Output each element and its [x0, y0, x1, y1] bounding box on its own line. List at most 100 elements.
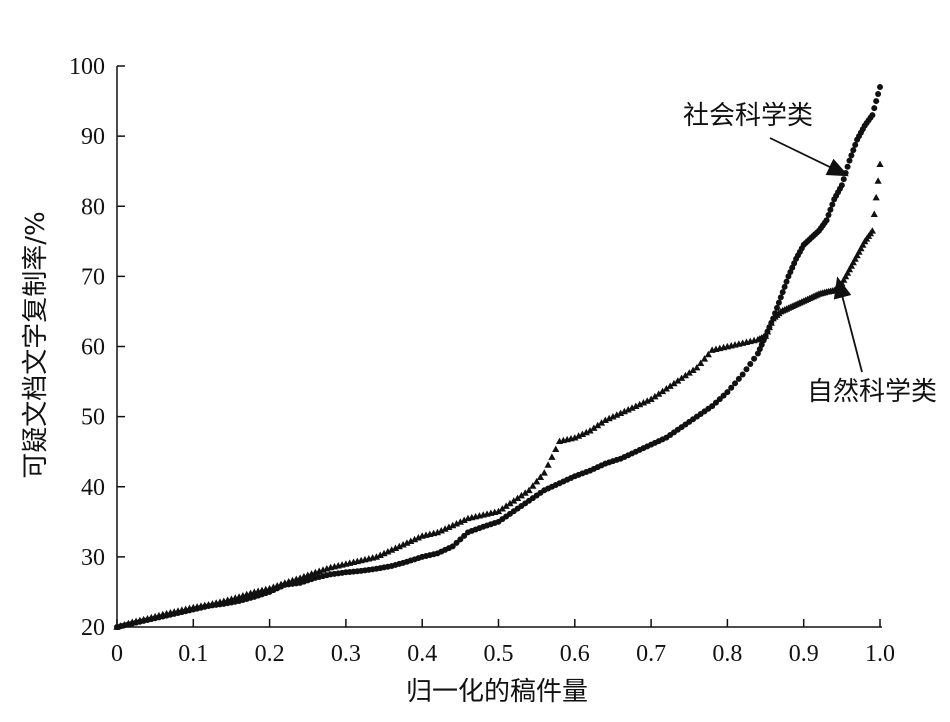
- data-point: [601, 416, 609, 424]
- data-point: [494, 507, 503, 515]
- data-point: [773, 304, 780, 311]
- data-point: [761, 332, 770, 339]
- data-point: [666, 382, 674, 389]
- data-point: [857, 244, 865, 252]
- data-point: [594, 421, 602, 429]
- data-point: [632, 402, 640, 409]
- axes: [116, 66, 882, 628]
- data-point: [840, 176, 847, 183]
- annotation-label: 自然科学类: [807, 377, 937, 407]
- data-point: [456, 518, 464, 525]
- data-point: [662, 384, 670, 392]
- data-point: [732, 380, 739, 387]
- data-point: [763, 327, 772, 335]
- data-point: [844, 163, 851, 170]
- annotation-label: 社会科学类: [683, 101, 813, 131]
- data-point: [870, 210, 878, 218]
- data-point: [384, 548, 392, 555]
- data-point: [765, 323, 773, 331]
- data-point: [827, 206, 834, 213]
- data-point: [704, 350, 712, 358]
- data-point: [859, 241, 867, 248]
- data-point: [639, 399, 648, 406]
- data-point: [871, 105, 878, 112]
- data-point: [747, 361, 754, 368]
- data-point: [693, 363, 701, 371]
- data-point: [685, 369, 693, 376]
- x-tick-label: 0.8: [712, 641, 742, 667]
- y-ticks: 20 30 40 50 60 70 80 90 100: [69, 54, 125, 641]
- data-point: [533, 477, 541, 485]
- data-point: [441, 525, 449, 532]
- data-point: [823, 217, 830, 224]
- data-point: [869, 112, 876, 119]
- data-point: [544, 461, 552, 468]
- data-point: [449, 543, 456, 550]
- data-point: [437, 526, 445, 534]
- data-point: [838, 182, 845, 189]
- data-point: [849, 258, 857, 266]
- data-point: [575, 432, 583, 439]
- data-point: [586, 427, 594, 434]
- data-point: [590, 424, 598, 431]
- y-axis-title: 可疑文档文字复制率/%: [21, 211, 51, 478]
- data-point: [548, 453, 556, 460]
- data-point: [700, 355, 709, 362]
- data-point: [853, 251, 861, 259]
- x-ticks: 0 0.1 0.2 0.3 0.4 0.5 0.6 0.7 0.8 0.9 1.0: [111, 619, 895, 667]
- data-point: [597, 419, 606, 426]
- data-point: [517, 491, 525, 499]
- x-tick-label: 1.0: [865, 641, 895, 667]
- data-point: [674, 377, 682, 384]
- data-point: [624, 406, 632, 413]
- data-point: [388, 546, 396, 553]
- data-point: [872, 193, 880, 201]
- annotation-arrow: [769, 137, 849, 177]
- data-point: [724, 389, 731, 396]
- data-point: [452, 519, 461, 527]
- data-point: [540, 469, 548, 476]
- data-point: [616, 409, 625, 416]
- data-point: [449, 521, 457, 529]
- data-point: [636, 400, 644, 408]
- data-point: [643, 397, 651, 404]
- data-point: [877, 84, 883, 91]
- data-point: [529, 482, 537, 489]
- data-point: [712, 399, 719, 406]
- data-point: [709, 403, 716, 410]
- data-point: [829, 201, 836, 208]
- data-point: [605, 414, 613, 422]
- data-point: [445, 523, 453, 530]
- data-point: [433, 528, 442, 536]
- data-point: [613, 411, 621, 418]
- data-point: [609, 413, 617, 420]
- x-tick-label: 0.1: [178, 641, 208, 667]
- data-point: [783, 278, 790, 285]
- data-point: [582, 428, 590, 436]
- data-point: [407, 537, 415, 544]
- data-point: [779, 289, 786, 296]
- data-point: [502, 502, 510, 509]
- data-point: [825, 212, 832, 219]
- data-point: [777, 294, 784, 301]
- y-tick-label: 100: [69, 54, 105, 80]
- data-point: [739, 371, 746, 378]
- series-natural-science: [113, 160, 884, 630]
- y-tick-label: 60: [81, 335, 105, 361]
- data-point: [510, 497, 518, 504]
- data-point: [689, 366, 697, 374]
- y-tick-label: 80: [81, 194, 105, 220]
- data-point: [843, 269, 852, 276]
- data-point: [876, 160, 884, 168]
- data-point: [728, 384, 735, 391]
- data-point: [578, 430, 587, 438]
- y-tick-label: 30: [81, 545, 105, 571]
- data-point: [852, 141, 859, 148]
- data-point: [498, 505, 506, 512]
- data-point: [453, 539, 460, 546]
- data-point: [850, 147, 857, 154]
- x-tick-label: 0.2: [255, 641, 285, 667]
- data-point: [781, 283, 788, 290]
- data-point: [506, 499, 514, 507]
- data-point: [372, 553, 381, 560]
